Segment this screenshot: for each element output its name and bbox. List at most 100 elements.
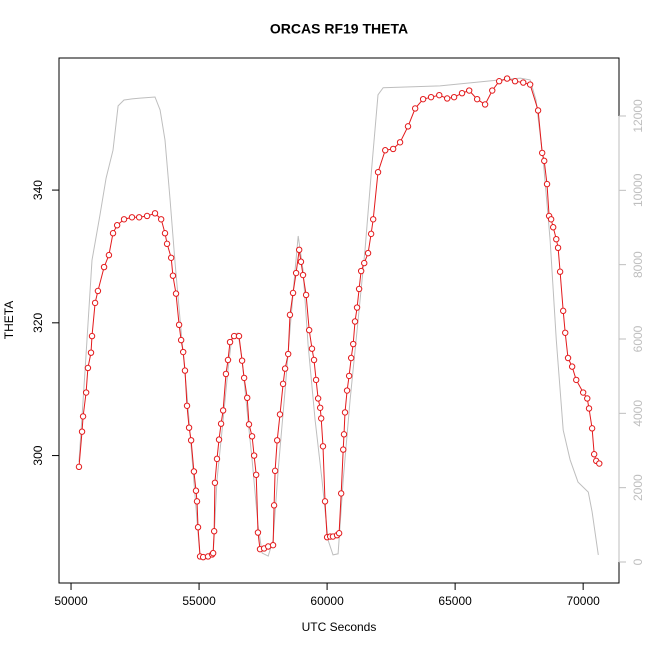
point [87,349,95,356]
point [78,428,86,435]
point [193,498,201,505]
point [135,214,143,221]
point [335,530,343,537]
point [302,291,310,299]
point [596,460,603,467]
x-tick-label: 65000 [438,594,472,608]
point [238,357,246,364]
point [244,394,251,402]
point [458,89,466,97]
y2-tick-label: 12000 [631,99,645,133]
point [105,251,113,259]
point [295,246,303,254]
point [541,157,548,165]
point [183,402,191,409]
point [210,528,218,535]
point [289,289,297,297]
point [281,365,289,372]
x-tick-label: 50000 [54,594,88,608]
y2-tick-label: 2000 [631,474,645,501]
point [213,455,221,463]
point [222,370,230,378]
point [345,372,353,380]
point [217,420,225,427]
point [316,404,324,411]
point [120,216,128,223]
x-tick-label: 70000 [566,594,600,608]
point [310,356,318,364]
point [588,425,596,432]
point [163,240,171,248]
point [411,105,419,112]
point [226,338,234,346]
y-tick-label: 300 [31,445,45,465]
point [473,95,481,103]
point [209,549,217,557]
point [534,107,542,114]
point [211,479,219,486]
point [357,267,365,275]
point [466,87,473,94]
point [151,210,159,217]
point [185,424,193,431]
point [271,467,279,475]
y2-tick-label: 0 [631,558,645,565]
point [169,272,177,279]
x-axis-label: UTC Seconds [302,620,377,634]
point [100,263,108,271]
point [489,87,496,94]
point [559,307,567,315]
point [389,145,397,153]
point [350,340,357,348]
point [79,413,87,420]
point [538,149,546,157]
point [284,350,292,358]
point [94,287,102,295]
point [450,93,458,101]
point [353,304,361,311]
point [248,433,256,440]
point [194,524,202,531]
point [585,405,593,412]
point [190,468,198,475]
point [128,214,136,221]
point [181,367,189,374]
point [240,374,248,382]
point [427,93,435,101]
x-tick-label: 60000 [310,594,344,608]
point [564,354,572,362]
y-axis-label: THETA [2,301,16,339]
point [549,224,557,231]
point [355,285,363,293]
series-line [78,77,599,559]
y2-tick-label: 6000 [631,325,645,352]
point [157,216,165,223]
y2-tick-label: 10000 [631,173,645,207]
point [279,380,287,388]
point [553,235,560,243]
point [299,271,307,279]
point [308,345,316,352]
point [443,95,451,102]
point [252,471,260,479]
point [396,139,404,146]
point [520,79,527,86]
point [526,81,534,88]
point [305,326,313,334]
point [562,329,569,336]
point [579,389,587,396]
point [590,451,598,458]
point [556,268,564,275]
point [340,431,348,438]
point [361,259,368,267]
point [495,78,503,85]
point [113,222,121,229]
point [584,395,591,402]
plot-box [58,57,620,584]
point [419,95,427,103]
point [337,490,345,497]
point [568,363,576,370]
point [215,436,223,443]
point [318,415,325,422]
